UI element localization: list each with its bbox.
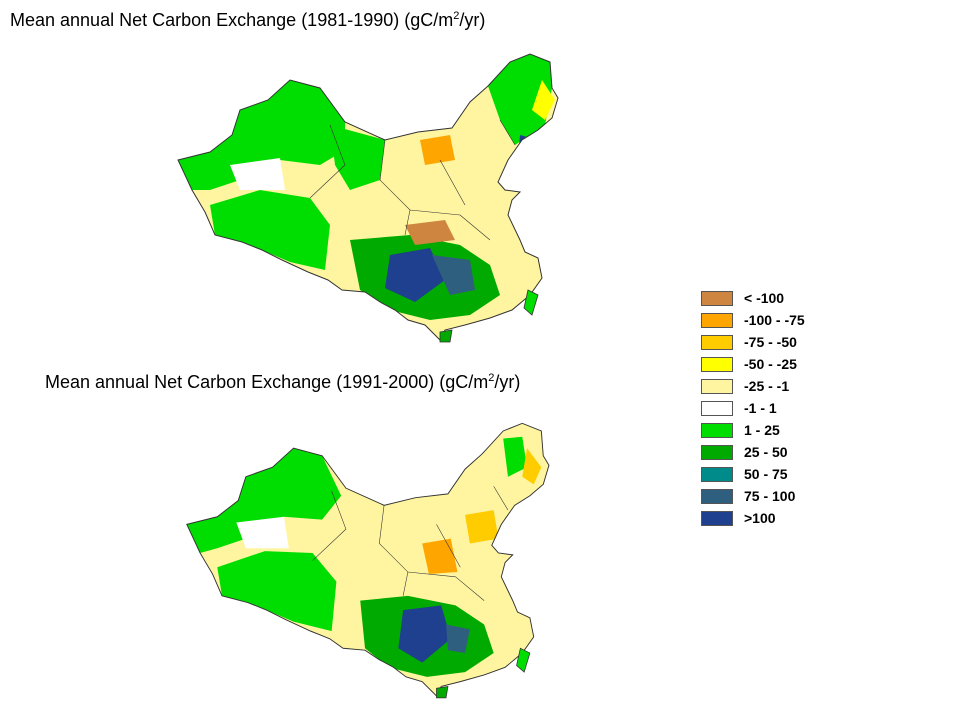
legend-swatch — [701, 335, 733, 350]
hainan-island — [436, 685, 449, 699]
legend-swatch — [701, 423, 733, 438]
legend-label: 75 - 100 — [744, 488, 796, 504]
legend-label: -25 - -1 — [744, 378, 790, 394]
map-region-guangdong — [432, 255, 475, 295]
legend-item: >100 — [698, 508, 848, 530]
map-title-1981-1990: Mean annual Net Carbon Exchange (1981-19… — [10, 10, 485, 31]
map-region-tarim — [230, 158, 285, 190]
map-title-text: Mean annual Net Carbon Exchange (1981-19… — [10, 10, 454, 30]
map-region-north-china — [465, 510, 499, 544]
map-region-northeast-forest — [503, 436, 528, 477]
map-region-northwest — [178, 80, 345, 190]
map-region-gansu — [330, 125, 385, 190]
legend-item: -25 - -1 — [698, 376, 848, 398]
legend-swatch — [701, 511, 733, 526]
legend-item: 25 - 50 — [698, 442, 848, 464]
map-title-superscript: 2 — [453, 10, 460, 22]
map-region-guangxi-sink — [398, 605, 451, 663]
legend-label: < -100 — [744, 290, 785, 306]
legend-label: 50 - 75 — [744, 466, 788, 482]
legend-label: >100 — [744, 510, 776, 526]
legend-item: < -100 — [698, 288, 848, 310]
map-title-text: Mean annual Net Carbon Exchange (1991-20… — [45, 372, 489, 392]
map-region-northwest — [186, 448, 342, 553]
province-borders — [312, 486, 509, 601]
china-outline — [177, 53, 559, 341]
legend-swatch — [701, 401, 733, 416]
china-map-1991-2000 — [186, 422, 550, 699]
legend-label: 1 - 25 — [744, 422, 780, 438]
legend-label: -1 - 1 — [744, 400, 777, 416]
legend-item: -1 - 1 — [698, 398, 848, 420]
taiwan-island — [516, 647, 531, 673]
map-region-tarim — [236, 516, 289, 549]
china-outline — [186, 422, 550, 697]
legend-item: -75 - -50 — [698, 332, 848, 354]
map-region-guangxi-sink — [385, 248, 445, 302]
map-title-1991-2000: Mean annual Net Carbon Exchange (1991-20… — [45, 372, 520, 393]
taiwan-island — [523, 289, 539, 316]
legend-item: -100 - -75 — [698, 310, 848, 332]
legend-swatch — [701, 313, 733, 328]
map-region-sichuan-source — [405, 220, 455, 245]
legend-swatch — [701, 467, 733, 482]
map-region-tibet — [217, 551, 337, 632]
map-legend: < -100 -100 - -75 -75 - -50 -50 - -25 -25 - … — [698, 288, 848, 530]
province-borders — [309, 119, 516, 241]
map-title-unit-suffix: /yr) — [459, 10, 486, 30]
legend-label: -75 - -50 — [744, 334, 797, 350]
china-map-1981-1990 — [177, 53, 559, 343]
map-region-northeast — [488, 54, 552, 145]
map-region-northeast-source — [522, 448, 542, 485]
map-title-unit-suffix: /yr) — [494, 372, 521, 392]
legend-swatch — [701, 445, 733, 460]
hainan-island — [439, 329, 453, 343]
legend-swatch — [701, 357, 733, 372]
legend-item: 50 - 75 — [698, 464, 848, 486]
legend-swatch — [701, 379, 733, 394]
legend-item: 75 - 100 — [698, 486, 848, 508]
legend-swatch — [701, 489, 733, 504]
legend-item: 1 - 25 — [698, 420, 848, 442]
map-title-superscript: 2 — [488, 372, 495, 384]
legend-label: 25 - 50 — [744, 444, 788, 460]
map-region-central-source — [422, 538, 458, 574]
legend-swatch — [701, 291, 733, 306]
map-region-northeast-source — [532, 80, 555, 120]
map-region-inner-mongolia — [420, 135, 455, 165]
legend-label: -100 - -75 — [744, 312, 805, 328]
legend-label: -50 - -25 — [744, 356, 797, 372]
map-region-guangdong — [446, 624, 470, 654]
map-region-liaoning — [518, 135, 538, 170]
map-region-north-china — [440, 155, 490, 205]
legend-item: -50 - -25 — [698, 354, 848, 376]
map-region-tibet — [210, 190, 330, 270]
